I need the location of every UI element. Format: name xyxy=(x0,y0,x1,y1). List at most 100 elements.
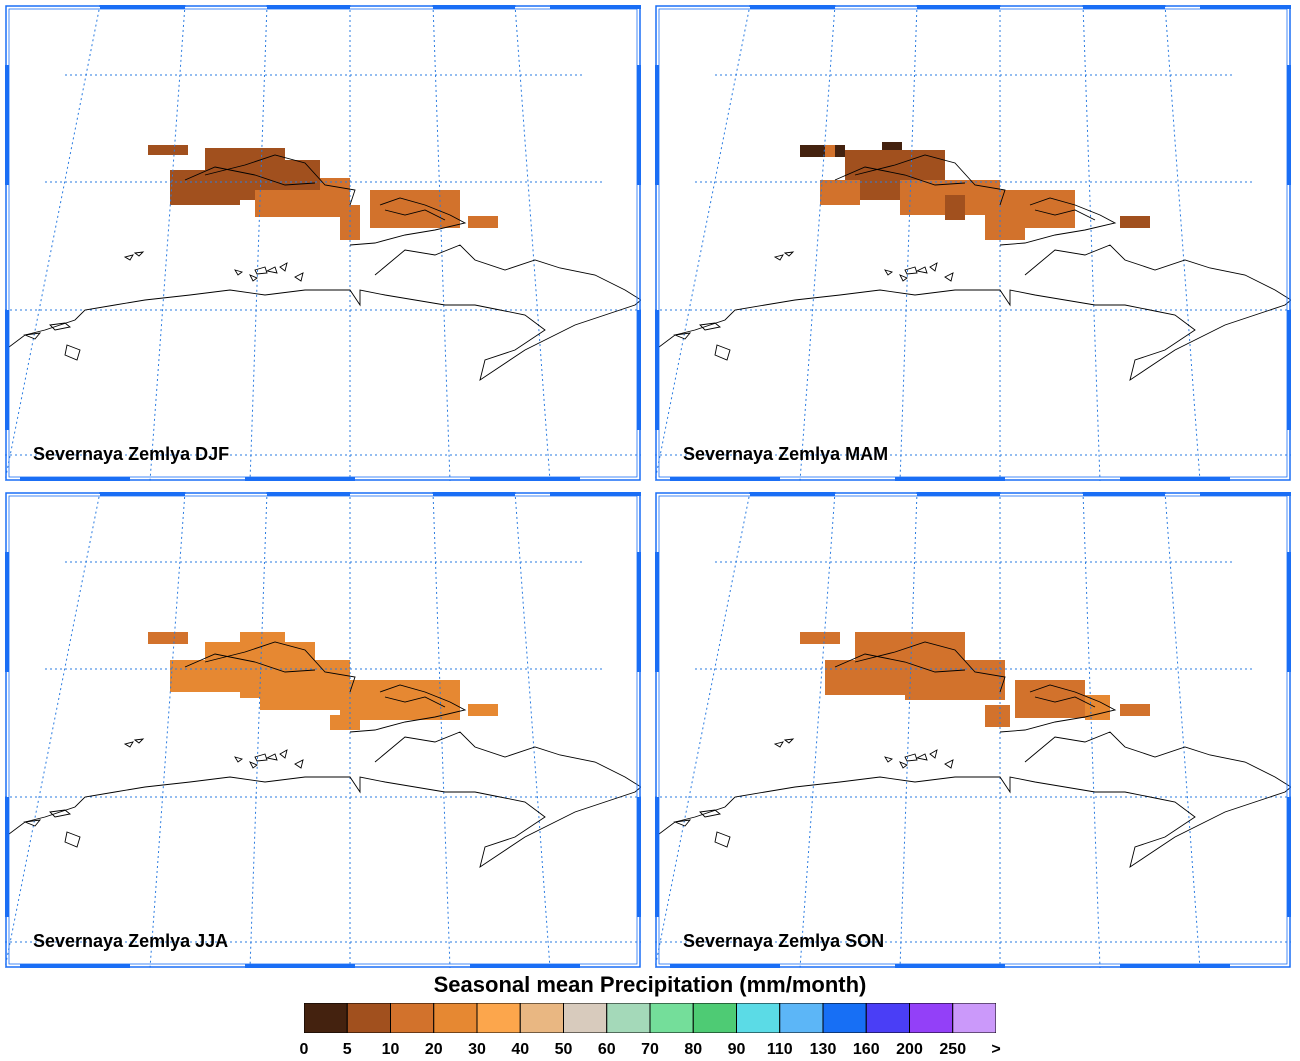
island-outline xyxy=(254,753,268,762)
island-outline xyxy=(254,266,268,275)
longitude-line xyxy=(5,492,101,968)
legend-tick-label: 5 xyxy=(342,1041,352,1058)
precip-cell xyxy=(468,704,498,716)
graticule xyxy=(5,492,641,968)
island-outline xyxy=(904,266,918,275)
island-outline xyxy=(249,761,258,769)
frame-bar xyxy=(1120,477,1230,481)
island-outline xyxy=(1034,209,1096,221)
precip-cell xyxy=(985,215,1025,240)
panel-title: Severnaya Zemlya DJF xyxy=(33,444,230,464)
island-outline xyxy=(944,759,954,769)
panel-title: Severnaya Zemlya JJA xyxy=(33,931,229,951)
frame-bar xyxy=(750,492,835,496)
map-background xyxy=(655,5,1291,481)
legend-tick-label: 50 xyxy=(554,1041,573,1058)
precip-cell xyxy=(330,715,360,730)
island-outline xyxy=(854,641,1006,693)
precip-cell xyxy=(255,190,350,217)
frame-bar xyxy=(470,477,580,481)
legend-tick-label: 30 xyxy=(468,1041,486,1058)
frame-bar xyxy=(637,552,641,672)
coast-outline xyxy=(5,731,641,869)
island-outline xyxy=(944,272,954,282)
legend-swatch xyxy=(736,1003,781,1033)
frame-bar xyxy=(5,310,9,430)
island-outline xyxy=(49,322,72,331)
longitude-line xyxy=(655,492,751,968)
frame-bar xyxy=(917,492,1000,496)
island-outline xyxy=(204,154,356,206)
legend-swatch xyxy=(865,1003,910,1033)
precip-field xyxy=(800,632,1150,727)
frame-bar xyxy=(917,5,1000,9)
legend-swatch xyxy=(563,1003,608,1033)
island-outline xyxy=(279,749,288,759)
frame-bar xyxy=(100,5,185,9)
map-background xyxy=(655,492,1291,968)
island-outline xyxy=(915,753,928,761)
map-canvas xyxy=(5,5,641,481)
frame-bar xyxy=(550,492,641,496)
legend-tick-label: 0 xyxy=(299,1041,309,1058)
frame-bar xyxy=(5,797,9,917)
precip-cell xyxy=(1120,216,1150,228)
map-panel-djf: Severnaya Zemlya DJF xyxy=(5,5,641,481)
island-outline xyxy=(64,831,81,848)
legend-tick-label: 10 xyxy=(381,1041,400,1058)
island-outline xyxy=(773,741,784,748)
island-outline xyxy=(999,684,1117,733)
legend-tick-label: 110 xyxy=(766,1041,793,1058)
island-outline xyxy=(1034,696,1096,708)
legend-tick-label: 90 xyxy=(727,1041,746,1058)
legend-tick-label: 200 xyxy=(896,1041,923,1058)
island-outline xyxy=(384,696,446,708)
frame-bar xyxy=(895,964,1005,968)
frame-bar xyxy=(655,552,659,672)
island-outline xyxy=(904,753,918,762)
precip-cell xyxy=(148,632,188,644)
frame-bar xyxy=(267,5,350,9)
frame-bar xyxy=(670,477,780,481)
frame-bar xyxy=(470,964,580,968)
coastline xyxy=(655,641,1291,869)
island-outline xyxy=(294,759,304,769)
legend-tick-label: 130 xyxy=(809,1041,837,1058)
legend-tick-label: > xyxy=(991,1041,1001,1058)
frame-bar xyxy=(670,964,780,968)
legend-swatch xyxy=(433,1003,478,1033)
panel-title: Severnaya Zemlya SON xyxy=(683,931,885,951)
map-panel-jja: Severnaya Zemlya JJA xyxy=(5,492,641,968)
island-outline xyxy=(234,269,243,276)
island-outline xyxy=(349,197,467,246)
longitude-line xyxy=(899,492,918,968)
precip-cell xyxy=(1120,704,1150,716)
island-outline xyxy=(714,831,731,848)
map-background xyxy=(5,5,641,481)
legend-tick-label: 80 xyxy=(684,1041,703,1058)
precip-cell xyxy=(260,690,340,710)
frame-bar xyxy=(433,5,515,9)
island-outline xyxy=(899,761,908,769)
island-outline xyxy=(265,266,278,274)
island-outline xyxy=(184,653,316,673)
longitude-line xyxy=(249,492,268,968)
frame-bar xyxy=(655,65,659,185)
frame-bar xyxy=(1200,5,1291,9)
legend-swatch xyxy=(649,1003,694,1033)
precip-cell xyxy=(1015,680,1085,718)
frame-bar xyxy=(637,65,641,185)
legend-swatch xyxy=(519,1003,564,1033)
frame-bar xyxy=(550,5,641,9)
color-legend-bar xyxy=(304,1003,996,1033)
frame-bar xyxy=(5,65,9,185)
frame-bar xyxy=(1287,552,1291,672)
frame-bar xyxy=(267,492,350,496)
graticule xyxy=(5,5,641,481)
island-outline xyxy=(673,332,692,340)
precip-cell xyxy=(340,205,360,240)
island-outline xyxy=(783,251,795,257)
coastline xyxy=(5,641,641,869)
map-canvas xyxy=(5,492,641,968)
graticule xyxy=(655,5,1291,481)
